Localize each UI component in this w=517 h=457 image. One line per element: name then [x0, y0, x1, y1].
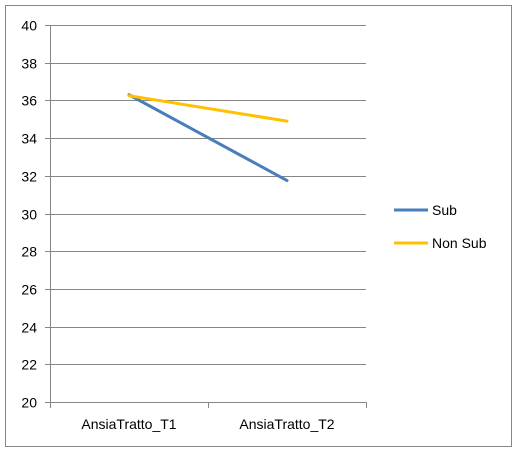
- series-line: [127, 93, 289, 183]
- axes: 20 22 24 26 28 30 32 34 36 38 40 AnsiaTratto_T1 Ansi…: [21, 18, 367, 432]
- y-tick-label: 20: [21, 395, 37, 411]
- legend-label: Sub: [432, 202, 457, 218]
- y-tick-label: 32: [21, 169, 37, 185]
- y-tick-label: 36: [21, 93, 37, 109]
- x-tick-label: AnsiaTratto_T1: [81, 416, 176, 432]
- gridlines: [50, 25, 366, 403]
- y-tick-label: 30: [21, 207, 37, 223]
- series-line: [127, 94, 289, 123]
- legend: Sub Non Sub: [394, 202, 487, 251]
- y-tick-label: 28: [21, 244, 37, 260]
- y-tick-label: 40: [21, 18, 37, 34]
- y-tick-label: 34: [21, 131, 37, 147]
- y-tick-label: 22: [21, 357, 37, 373]
- y-tick-label: 38: [21, 56, 37, 72]
- x-tick-label: AnsiaTratto_T2: [239, 416, 334, 432]
- legend-label: Non Sub: [432, 235, 487, 251]
- y-tick-label: 26: [21, 282, 37, 298]
- chart-border: [5, 5, 512, 447]
- y-tick-label: 24: [21, 320, 37, 336]
- series-lines: [127, 93, 289, 183]
